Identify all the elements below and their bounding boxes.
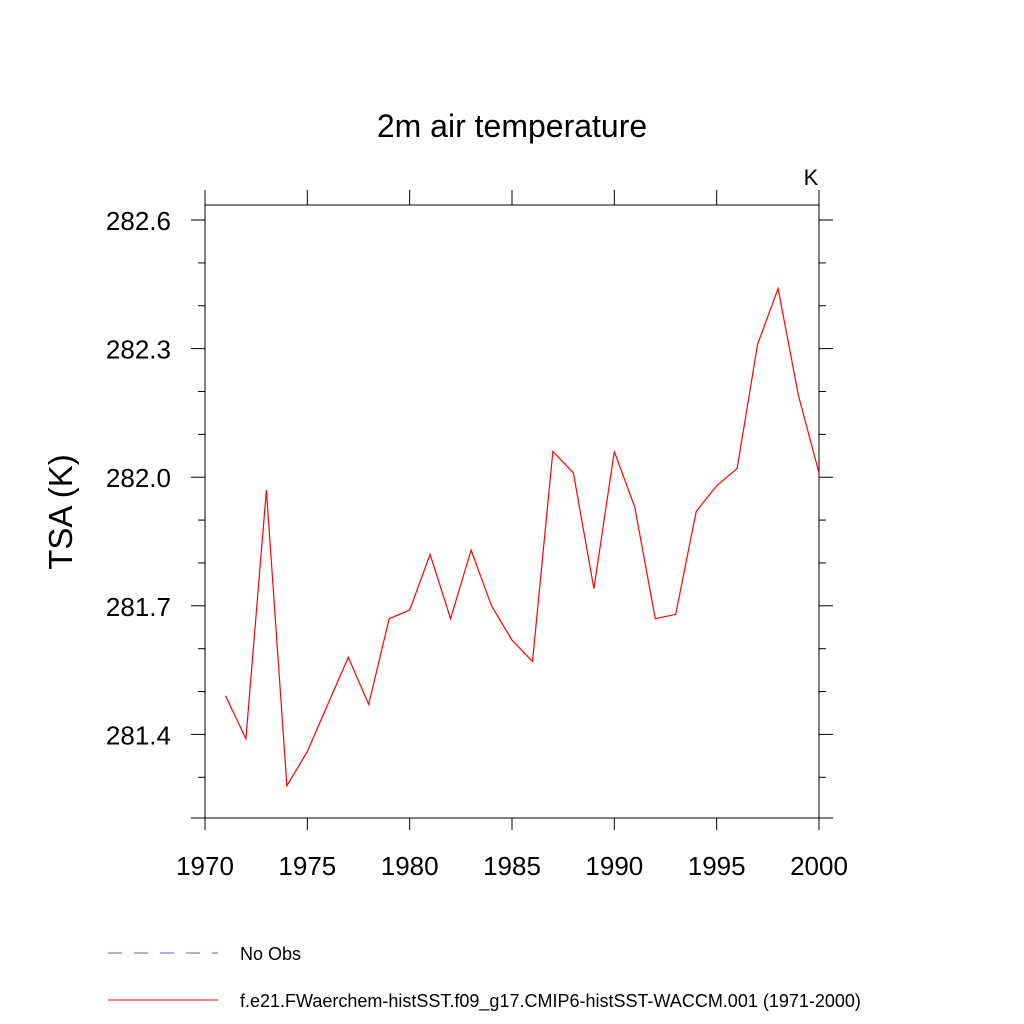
legend-label: No Obs: [240, 944, 301, 964]
y-axis: 281.4 281.7 282.0 282.3 282.6: [106, 206, 833, 819]
x-tick-label: 1980: [381, 851, 439, 881]
x-tick-label: 1975: [278, 851, 336, 881]
y-axis-label: TSA (K): [42, 454, 79, 570]
plot-area: [224, 286, 820, 788]
legend-label: f.e21.FWaerchem-histSST.f09_g17.CMIP6-hi…: [240, 991, 861, 1012]
x-axis: 1970 1975 1980 1985 1990 1995 2000: [176, 190, 848, 881]
y-tick-label: 282.6: [106, 206, 171, 236]
chart-title: 2m air temperature: [377, 108, 647, 144]
x-tick-label: 1985: [483, 851, 541, 881]
series-line: [224, 286, 820, 788]
y-tick-label: 282.0: [106, 463, 171, 493]
x-tick-label: 2000: [790, 851, 848, 881]
units-label: K: [804, 165, 819, 190]
plot-frame: [204, 204, 820, 819]
x-tick-label: 1970: [176, 851, 234, 881]
y-tick-label: 282.3: [106, 335, 171, 365]
x-tick-label: 1990: [585, 851, 643, 881]
y-tick-label: 281.4: [106, 720, 171, 750]
x-tick-label: 1995: [688, 851, 746, 881]
legend: No Obs f.e21.FWaerchem-histSST.f09_g17.CM…: [108, 944, 861, 1012]
y-tick-label: 281.7: [106, 592, 171, 622]
